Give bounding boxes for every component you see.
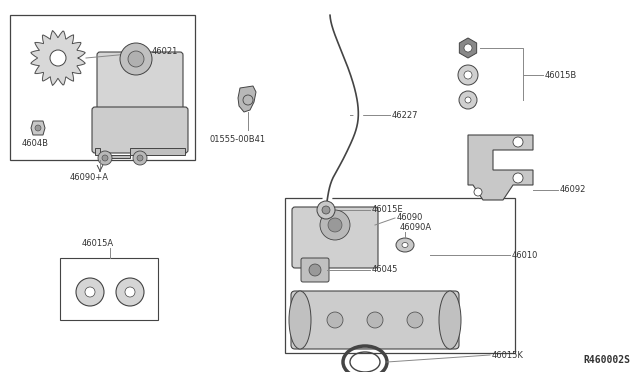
- Text: 46021: 46021: [152, 48, 179, 57]
- Circle shape: [120, 43, 152, 75]
- Circle shape: [50, 50, 66, 66]
- Text: 46090A: 46090A: [400, 224, 432, 232]
- Polygon shape: [460, 38, 477, 58]
- Circle shape: [317, 201, 335, 219]
- Circle shape: [474, 188, 482, 196]
- Circle shape: [76, 278, 104, 306]
- Text: 46010: 46010: [512, 250, 538, 260]
- Text: 46090: 46090: [397, 214, 424, 222]
- Text: R460002S: R460002S: [583, 355, 630, 365]
- Circle shape: [85, 287, 95, 297]
- Text: 4604B: 4604B: [22, 138, 49, 148]
- Circle shape: [458, 65, 478, 85]
- Circle shape: [309, 264, 321, 276]
- Text: 46227: 46227: [392, 110, 419, 119]
- Text: 46015K: 46015K: [492, 350, 524, 359]
- Text: 46090+A: 46090+A: [70, 173, 109, 183]
- Ellipse shape: [439, 291, 461, 349]
- Circle shape: [133, 151, 147, 165]
- Circle shape: [35, 125, 41, 131]
- Polygon shape: [238, 86, 256, 112]
- Text: 46015A: 46015A: [82, 240, 114, 248]
- Circle shape: [407, 312, 423, 328]
- Circle shape: [465, 97, 471, 103]
- Circle shape: [98, 151, 112, 165]
- Circle shape: [459, 91, 477, 109]
- Polygon shape: [31, 31, 85, 86]
- Circle shape: [367, 312, 383, 328]
- Circle shape: [513, 173, 523, 183]
- Text: 46045: 46045: [372, 266, 398, 275]
- Polygon shape: [31, 121, 45, 135]
- Text: 46015B: 46015B: [545, 71, 577, 80]
- Circle shape: [137, 155, 143, 161]
- Circle shape: [328, 218, 342, 232]
- FancyBboxPatch shape: [10, 15, 195, 160]
- Text: 46015E: 46015E: [372, 205, 404, 215]
- Circle shape: [464, 71, 472, 79]
- Circle shape: [116, 278, 144, 306]
- Text: 01555-00B41: 01555-00B41: [210, 135, 266, 144]
- FancyBboxPatch shape: [291, 291, 459, 349]
- Text: 46092: 46092: [560, 186, 586, 195]
- FancyBboxPatch shape: [292, 207, 378, 268]
- Ellipse shape: [289, 291, 311, 349]
- Circle shape: [327, 312, 343, 328]
- Circle shape: [125, 287, 135, 297]
- FancyBboxPatch shape: [301, 258, 329, 282]
- FancyBboxPatch shape: [60, 258, 158, 320]
- FancyBboxPatch shape: [97, 52, 183, 116]
- Polygon shape: [95, 148, 185, 158]
- Circle shape: [128, 51, 144, 67]
- Ellipse shape: [402, 243, 408, 247]
- Circle shape: [513, 137, 523, 147]
- FancyBboxPatch shape: [285, 198, 515, 353]
- Circle shape: [320, 210, 350, 240]
- Polygon shape: [468, 135, 533, 200]
- FancyBboxPatch shape: [92, 107, 188, 153]
- Ellipse shape: [396, 238, 414, 252]
- Circle shape: [322, 206, 330, 214]
- Circle shape: [102, 155, 108, 161]
- Circle shape: [464, 44, 472, 52]
